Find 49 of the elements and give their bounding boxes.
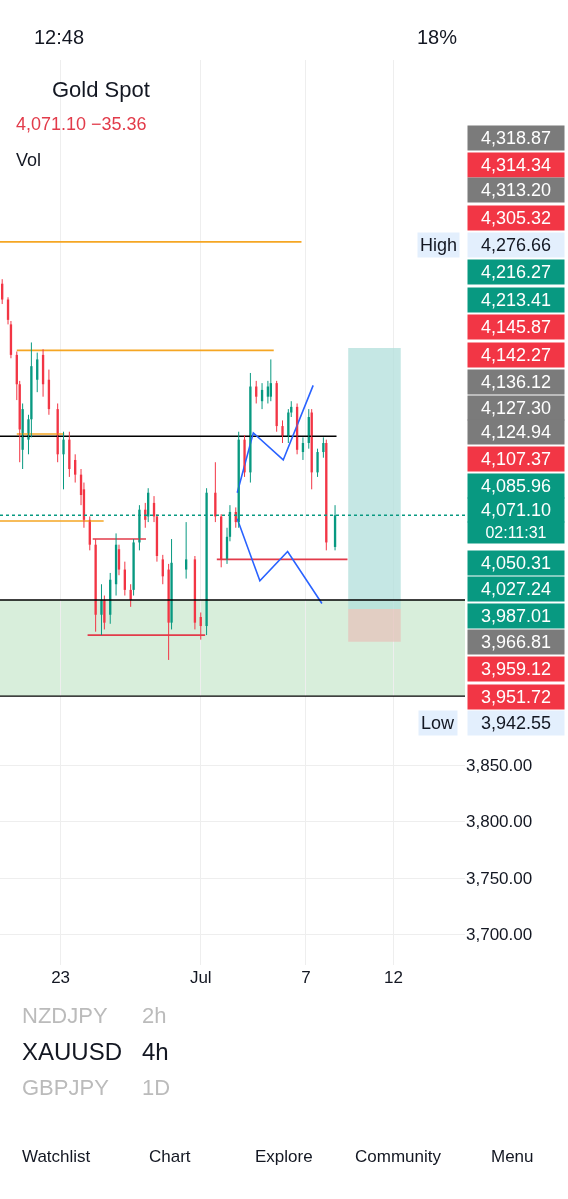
text: 4,027.24 — [480, 579, 552, 599]
text: 4,145.87 — [480, 317, 552, 337]
text: Chart — [149, 1147, 191, 1166]
y-tick-label: 3,800.00 — [466, 812, 533, 832]
text: 4,107.37 — [480, 449, 552, 469]
y-tick-label: 3,750.00 — [466, 868, 533, 888]
text: 4,305.32 — [480, 208, 552, 228]
x-tick-label: 12 — [384, 968, 403, 987]
text: XAUUSD — [22, 1038, 123, 1065]
annotation: Vol — [16, 150, 42, 170]
y-tick-label: 3,700.00 — [466, 925, 533, 945]
text: Explore — [255, 1147, 313, 1166]
text: 4,318.87 — [480, 128, 552, 148]
text: Gold Spot — [52, 77, 150, 102]
text: 4,124.94 — [480, 422, 552, 442]
text: 4,127.30 — [480, 398, 552, 418]
text: 4,142.27 — [480, 345, 552, 365]
text: Community — [355, 1147, 442, 1166]
x-tick-label: 23 — [51, 968, 71, 987]
text: 18% — [417, 26, 458, 48]
text: 12:48 — [34, 26, 85, 48]
annotation: High — [420, 235, 458, 255]
text: 3,951.72 — [480, 687, 552, 707]
text: 4,213.41 — [480, 290, 552, 310]
text: Menu — [491, 1147, 534, 1166]
text: Watchlist — [22, 1147, 91, 1166]
text: GBPJPY — [22, 1075, 110, 1100]
text: 2h — [142, 1003, 167, 1028]
text: 3,959.12 — [480, 659, 552, 679]
text: 4,050.31 — [480, 553, 552, 573]
text: 3,987.01 — [480, 606, 552, 626]
text: 4,085.96 — [480, 476, 552, 496]
text: 1D — [142, 1075, 171, 1100]
text: 3,966.81 — [480, 632, 552, 652]
text: 4,276.66 — [480, 235, 552, 255]
y-tick-label: 3,850.00 — [466, 755, 533, 775]
text: 4,216.27 — [480, 262, 552, 282]
text: NZDJPY — [22, 1003, 108, 1028]
annotation: Low — [421, 713, 456, 733]
text: 4,071.10 — [480, 500, 552, 520]
text: 4,071.10 −35.36 — [16, 114, 147, 134]
text: 3,942.55 — [480, 713, 552, 733]
text: 02:11:31 — [485, 524, 547, 541]
x-tick-label: Jul — [189, 968, 212, 987]
text: 4,314.34 — [480, 155, 552, 175]
x-tick-label: 7 — [301, 968, 311, 987]
text: 4,136.12 — [480, 372, 552, 392]
text: 4h — [142, 1038, 169, 1065]
text: 4,313.20 — [480, 180, 552, 200]
